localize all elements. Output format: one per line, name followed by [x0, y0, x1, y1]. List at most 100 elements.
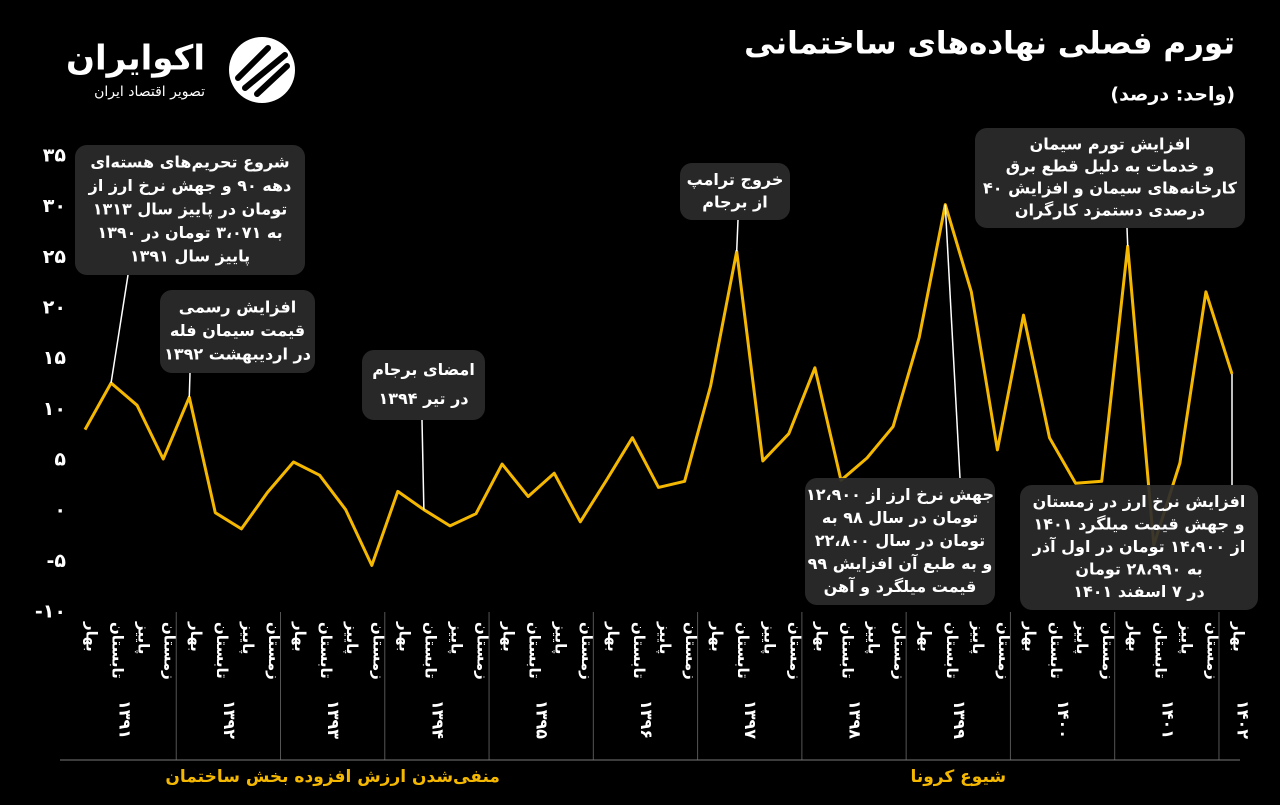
logo: اکوایران تصویر اقتصاد ایران	[66, 37, 295, 103]
chart-subtitle: (واحد: درصد)	[1110, 84, 1235, 106]
annotation-text: تومان در سال ۹۸ به	[822, 508, 978, 527]
x-tick-label: پاییز	[968, 621, 987, 654]
x-tick-label: بهار	[291, 621, 309, 652]
annotation-text: افزایش رسمی	[179, 297, 296, 316]
year-label: ۱۴۰۰	[1054, 700, 1073, 739]
annotation-text: افزایش تورم سیمان	[1030, 135, 1191, 154]
annotation-text: ۱۴۰۱ و جهش قیمت میلگرد	[1033, 514, 1244, 533]
annotation-arrow	[1126, 227, 1129, 247]
annotation-box	[680, 163, 790, 220]
annotation-text: از ۱۴،۹۰۰ تومان در اول آذر	[1032, 536, 1246, 556]
x-tick-label: پاییز	[1072, 621, 1091, 654]
annotation-text: کارخانه‌های سیمان و افزایش ۴۰	[983, 179, 1238, 198]
x-tick-label: پاییز	[655, 621, 674, 654]
period-label: منفی‌شدن ارزش افزوده بخش ساختمان	[165, 767, 500, 787]
annotation-text: درصدی دستمزد کارگران	[1015, 201, 1205, 220]
x-tick-label: تابستان	[734, 622, 752, 679]
x-tick-label: پاییز	[864, 621, 883, 654]
x-tick-label: بهار	[500, 621, 518, 652]
logo-stripes	[235, 45, 290, 97]
x-tick-label: بهار	[1021, 621, 1039, 652]
x-tick-label: تابستان	[526, 622, 544, 679]
x-tick-label: زمستان	[369, 622, 387, 680]
y-tick-label: ۲۰	[43, 297, 66, 319]
year-label: ۱۴۰۱	[1158, 700, 1177, 739]
x-tick-label: بهار	[812, 621, 830, 652]
annotation-box	[160, 290, 315, 373]
annotation-text: خروج ترامپ	[687, 170, 784, 190]
year-label: ۱۳۹۵	[533, 700, 552, 739]
x-tick-label: بهار	[708, 621, 726, 652]
x-tick-label: بهار	[917, 621, 935, 652]
x-tick-label: زمستان	[1099, 622, 1117, 680]
year-label: ۱۳۹۶	[637, 700, 656, 739]
x-tick-label: زمستان	[578, 622, 596, 680]
x-tick-label: بهار	[1230, 621, 1248, 652]
annotation-text: در ۷ اسفند ۱۴۰۱	[1073, 582, 1204, 601]
y-tick-label: ۱۰	[43, 398, 66, 420]
x-tick-label: تابستان	[630, 622, 648, 679]
annotation-text: و خدمات به دلیل قطع برق	[1006, 157, 1215, 176]
annotation-text: افزایش نرخ ارز در زمستان	[1033, 492, 1246, 511]
x-tick-label: زمستان	[891, 622, 909, 680]
x-tick-label: بهار	[604, 621, 622, 652]
x-tick-label: بهار	[83, 621, 101, 652]
annotation-text: ۲۲،۸۰۰ تومان در سال	[815, 531, 985, 550]
y-tick-label: ۱۵	[43, 347, 67, 369]
x-tick-label: بهار	[395, 621, 413, 652]
annotation-text: دهه ۹۰ و جهش نرخ ارز از	[88, 176, 292, 195]
annotation-text: در تیر ۱۳۹۴	[378, 389, 468, 408]
annotation-box	[75, 145, 305, 275]
y-tick-label: ۳۰	[43, 195, 66, 217]
annotation-text: ۱۳۹۰ به ۳،۰۷۱ تومان در	[97, 223, 282, 242]
x-tick-label: تابستان	[1151, 622, 1169, 679]
x-tick-label: پاییز	[759, 621, 778, 654]
annotation-box	[1020, 485, 1258, 610]
year-label: ۱۳۹۱	[116, 700, 135, 739]
year-label: ۱۳۹۷	[741, 700, 760, 739]
data-line	[83, 203, 1234, 567]
y-tick-label: -۱۰	[35, 601, 66, 623]
annotation-arrow	[944, 204, 961, 479]
x-tick-label: تابستان	[317, 622, 335, 679]
year-label: ۱۳۹۸	[846, 700, 865, 739]
x-tick-label: زمستان	[161, 622, 179, 680]
annotation-arrow	[110, 274, 129, 384]
x-tick-label: تابستان	[109, 622, 127, 679]
annotation-arrow	[188, 372, 191, 398]
year-label: ۱۳۹۹	[950, 700, 969, 739]
x-tick-label: زمستان	[995, 622, 1013, 680]
x-tick-label: زمستان	[786, 622, 804, 680]
x-tick-label: پاییز	[551, 621, 570, 654]
x-tick-label: پاییز	[238, 621, 257, 654]
annotation-text: قیمت میلگرد و آهن	[824, 576, 977, 596]
x-tick-label: تابستان	[943, 622, 961, 679]
x-tick-label: تابستان	[838, 622, 856, 679]
chart-title: تورم فصلی نهاده‌های ساختمانی	[744, 26, 1235, 62]
x-tick-label: زمستان	[682, 622, 700, 680]
logo-subtitle: تصویر اقتصاد ایران	[94, 84, 205, 100]
annotation-text: جهش نرخ ارز از ۱۲،۹۰۰	[806, 485, 994, 504]
annotation-text: شروع تحریم‌های هسته‌ای	[90, 152, 289, 171]
x-tick-label: تابستان	[421, 622, 439, 679]
year-label: ۱۳۹۳	[324, 700, 343, 739]
annotation-text: پاییز سال ۱۳۹۱	[130, 247, 250, 267]
x-tick-label: پاییز	[134, 621, 153, 654]
annotation-arrow	[421, 419, 425, 510]
x-tick-label: تابستان	[1047, 622, 1065, 679]
annotation-text: قیمت سیمان فله	[170, 321, 305, 340]
annotation-text: به ۲۸،۹۹۰ تومان	[1075, 560, 1202, 579]
x-tick-label: زمستان	[474, 622, 492, 680]
x-tick-label: پاییز	[342, 621, 361, 654]
x-tick-label: زمستان	[1203, 622, 1221, 680]
annotation-text: امضای برجام	[372, 360, 475, 379]
x-tick-label: بهار	[187, 621, 205, 652]
annotation-text: در اردیبهشت ۱۳۹۲	[164, 345, 311, 364]
x-tick-label: زمستان	[265, 622, 283, 680]
year-label: ۱۴۰۲	[1234, 700, 1253, 739]
annotation-box	[805, 478, 995, 605]
year-label: ۱۳۹۲	[220, 700, 239, 739]
x-tick-label: بهار	[1125, 621, 1143, 652]
annotation-arrow	[735, 219, 739, 252]
